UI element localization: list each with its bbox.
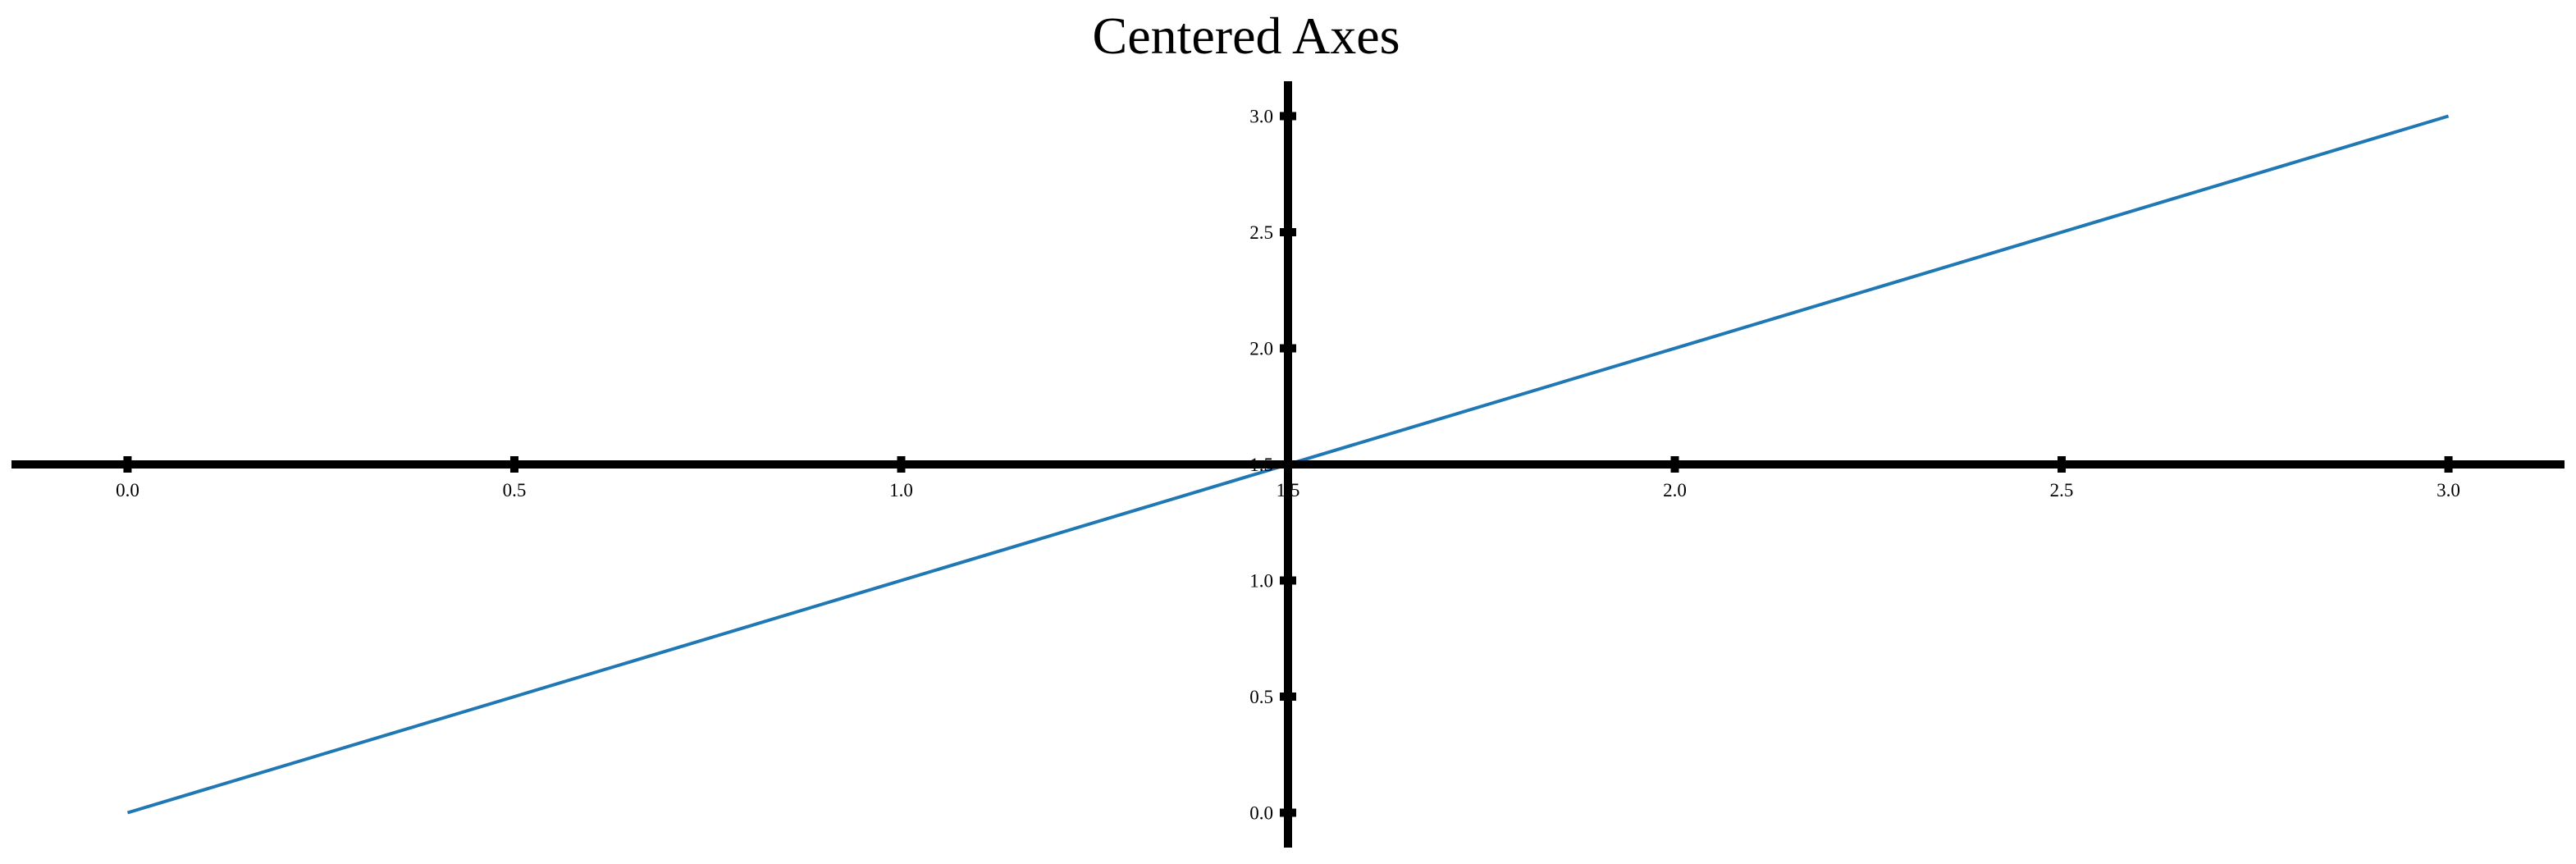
y-tick-label-6: 3.0	[1249, 106, 1273, 126]
x-tick-label-0: 0.0	[116, 480, 139, 501]
y-tick-label-5: 2.5	[1249, 222, 1273, 243]
axes-layer: 0.0 0.5 1.0 1.5 2.0 2.5 3.0 0.0 0.5 1.0 1.5 2.0 2.5 3…	[11, 81, 2565, 848]
y-tick-label-1: 0.5	[1249, 687, 1273, 707]
y-tick-label-4: 2.0	[1249, 338, 1273, 359]
x-tick-label-3: 1.5	[1277, 480, 1300, 501]
x-tick-label-1: 0.5	[503, 480, 527, 501]
x-tick-label-2: 1.0	[889, 480, 913, 501]
chart-title: Centered Axes	[1093, 7, 1400, 65]
x-tick-label-5: 2.5	[2050, 480, 2074, 501]
x-tick-label-6: 3.0	[2437, 480, 2460, 501]
y-tick-label-2: 1.0	[1249, 571, 1273, 592]
x-tick-label-4: 2.0	[1663, 480, 1687, 501]
y-tick-label-3: 1.5	[1249, 455, 1273, 475]
y-tick-label-0: 0.0	[1249, 803, 1273, 824]
